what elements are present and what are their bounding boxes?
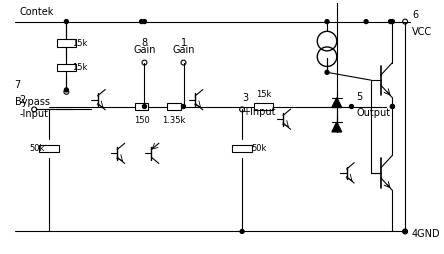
Text: 50k: 50k	[29, 144, 45, 153]
Circle shape	[182, 105, 186, 108]
Text: Output: Output	[356, 108, 390, 118]
Text: 15k: 15k	[256, 90, 271, 99]
Text: 2: 2	[20, 94, 26, 105]
Text: 15k: 15k	[72, 39, 87, 47]
Text: Gain: Gain	[172, 45, 195, 55]
Text: 6: 6	[412, 10, 418, 20]
Circle shape	[390, 105, 394, 108]
Text: 50k: 50k	[252, 144, 267, 153]
Polygon shape	[332, 98, 342, 107]
Bar	[57, 39, 76, 47]
Text: 7: 7	[15, 80, 21, 90]
Circle shape	[64, 88, 68, 92]
Text: Bypass: Bypass	[15, 97, 50, 107]
Text: Contek: Contek	[20, 7, 54, 17]
Text: 1.35k: 1.35k	[162, 116, 186, 125]
Circle shape	[64, 20, 68, 24]
Text: 8: 8	[141, 38, 147, 48]
Circle shape	[139, 20, 143, 24]
Bar	[135, 103, 148, 110]
Text: 4GND: 4GND	[412, 229, 440, 239]
Polygon shape	[332, 122, 342, 132]
Circle shape	[390, 105, 394, 108]
Bar	[167, 103, 181, 110]
Text: 15k: 15k	[72, 63, 87, 72]
Text: 150: 150	[134, 116, 150, 125]
Bar	[232, 145, 252, 152]
Bar	[39, 145, 59, 152]
Circle shape	[364, 20, 368, 24]
Circle shape	[143, 20, 147, 24]
Circle shape	[240, 230, 244, 233]
Circle shape	[325, 70, 329, 74]
Circle shape	[325, 20, 329, 24]
Text: 1: 1	[180, 38, 186, 48]
Circle shape	[390, 20, 394, 24]
Circle shape	[388, 20, 392, 24]
Circle shape	[143, 105, 147, 108]
Text: -Input: -Input	[20, 109, 48, 119]
Circle shape	[403, 230, 407, 233]
Circle shape	[349, 105, 353, 108]
Text: 5: 5	[356, 92, 363, 102]
Text: Gain: Gain	[133, 45, 156, 55]
Bar	[254, 103, 274, 110]
Text: 3: 3	[242, 93, 248, 103]
Bar	[57, 64, 76, 71]
Text: VCC: VCC	[412, 27, 432, 37]
Text: +Input: +Input	[242, 106, 276, 117]
